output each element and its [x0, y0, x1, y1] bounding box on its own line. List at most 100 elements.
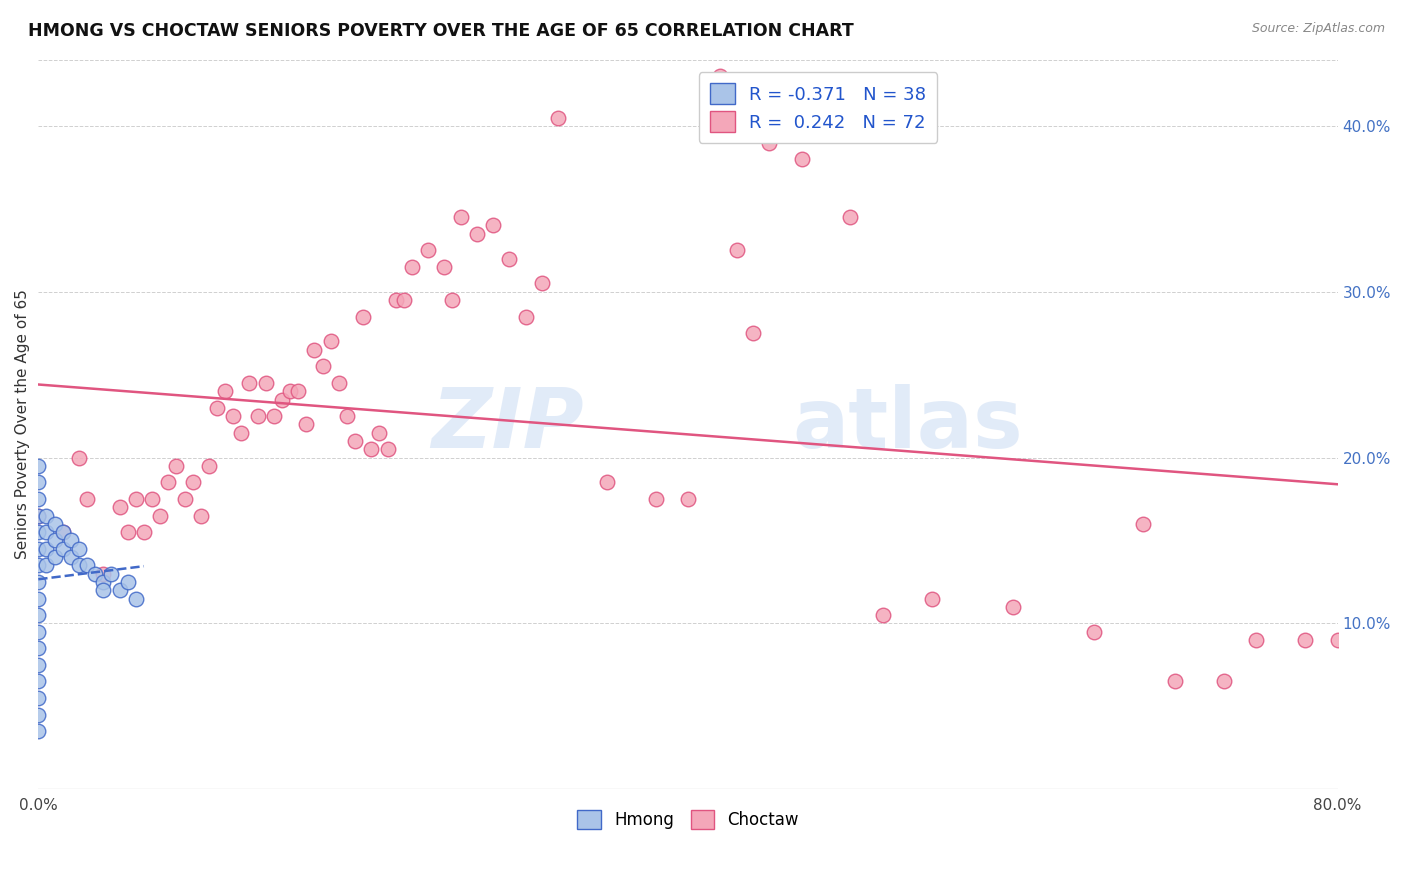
Point	[117, 574, 139, 589]
Point	[125, 591, 148, 606]
Point	[27, 608, 49, 623]
Point	[547, 111, 569, 125]
Point	[27, 724, 49, 739]
Point	[173, 491, 195, 506]
Point	[231, 425, 253, 440]
Point	[1246, 632, 1268, 647]
Point	[1132, 516, 1154, 531]
Point	[872, 608, 894, 623]
Point	[67, 541, 90, 556]
Point	[238, 376, 260, 390]
Text: Source: ZipAtlas.com: Source: ZipAtlas.com	[1251, 22, 1385, 36]
Point	[287, 384, 309, 399]
Point	[311, 359, 333, 374]
Point	[44, 533, 66, 548]
Point	[52, 525, 75, 540]
Point	[441, 293, 464, 307]
Point	[304, 343, 326, 357]
Point	[392, 293, 415, 307]
Point	[91, 574, 114, 589]
Y-axis label: Seniors Poverty Over the Age of 65: Seniors Poverty Over the Age of 65	[15, 290, 30, 559]
Point	[35, 508, 58, 523]
Point	[360, 442, 382, 457]
Point	[222, 409, 245, 424]
Point	[676, 491, 699, 506]
Text: atlas: atlas	[792, 384, 1022, 465]
Point	[59, 550, 82, 565]
Point	[725, 244, 748, 258]
Point	[108, 583, 131, 598]
Point	[27, 707, 49, 722]
Point	[271, 392, 294, 407]
Point	[246, 409, 269, 424]
Point	[44, 550, 66, 565]
Point	[27, 508, 49, 523]
Point	[149, 508, 172, 523]
Point	[1001, 599, 1024, 614]
Point	[91, 566, 114, 581]
Point	[91, 583, 114, 598]
Point	[27, 558, 49, 573]
Point	[27, 591, 49, 606]
Point	[100, 566, 122, 581]
Point	[44, 516, 66, 531]
Point	[205, 401, 228, 415]
Text: ZIP: ZIP	[432, 384, 583, 465]
Point	[352, 310, 374, 324]
Point	[416, 244, 439, 258]
Point	[921, 591, 943, 606]
Point	[839, 210, 862, 224]
Point	[181, 475, 204, 490]
Point	[27, 574, 49, 589]
Point	[117, 525, 139, 540]
Point	[482, 219, 505, 233]
Point	[35, 525, 58, 540]
Point	[27, 624, 49, 639]
Point	[319, 334, 342, 349]
Point	[433, 260, 456, 274]
Point	[465, 227, 488, 241]
Point	[76, 491, 98, 506]
Point	[27, 491, 49, 506]
Point	[35, 558, 58, 573]
Point	[368, 425, 391, 440]
Point	[52, 541, 75, 556]
Point	[27, 541, 49, 556]
Legend: Hmong, Choctaw: Hmong, Choctaw	[571, 803, 806, 836]
Point	[1164, 674, 1187, 689]
Point	[254, 376, 277, 390]
Point	[67, 450, 90, 465]
Point	[27, 641, 49, 656]
Point	[278, 384, 301, 399]
Point	[336, 409, 359, 424]
Point	[401, 260, 423, 274]
Point	[596, 475, 619, 490]
Point	[530, 277, 553, 291]
Point	[344, 434, 367, 448]
Point	[27, 691, 49, 706]
Point	[328, 376, 350, 390]
Point	[27, 674, 49, 689]
Point	[214, 384, 236, 399]
Point	[157, 475, 180, 490]
Point	[84, 566, 107, 581]
Point	[52, 525, 75, 540]
Point	[141, 491, 163, 506]
Point	[790, 152, 813, 166]
Point	[125, 491, 148, 506]
Point	[1083, 624, 1105, 639]
Point	[35, 541, 58, 556]
Point	[709, 69, 731, 83]
Point	[450, 210, 472, 224]
Point	[59, 533, 82, 548]
Point	[295, 417, 318, 432]
Point	[515, 310, 537, 324]
Point	[27, 525, 49, 540]
Point	[644, 491, 666, 506]
Point	[1294, 632, 1316, 647]
Point	[190, 508, 212, 523]
Point	[27, 475, 49, 490]
Point	[1326, 632, 1348, 647]
Point	[742, 326, 765, 341]
Point	[498, 252, 520, 266]
